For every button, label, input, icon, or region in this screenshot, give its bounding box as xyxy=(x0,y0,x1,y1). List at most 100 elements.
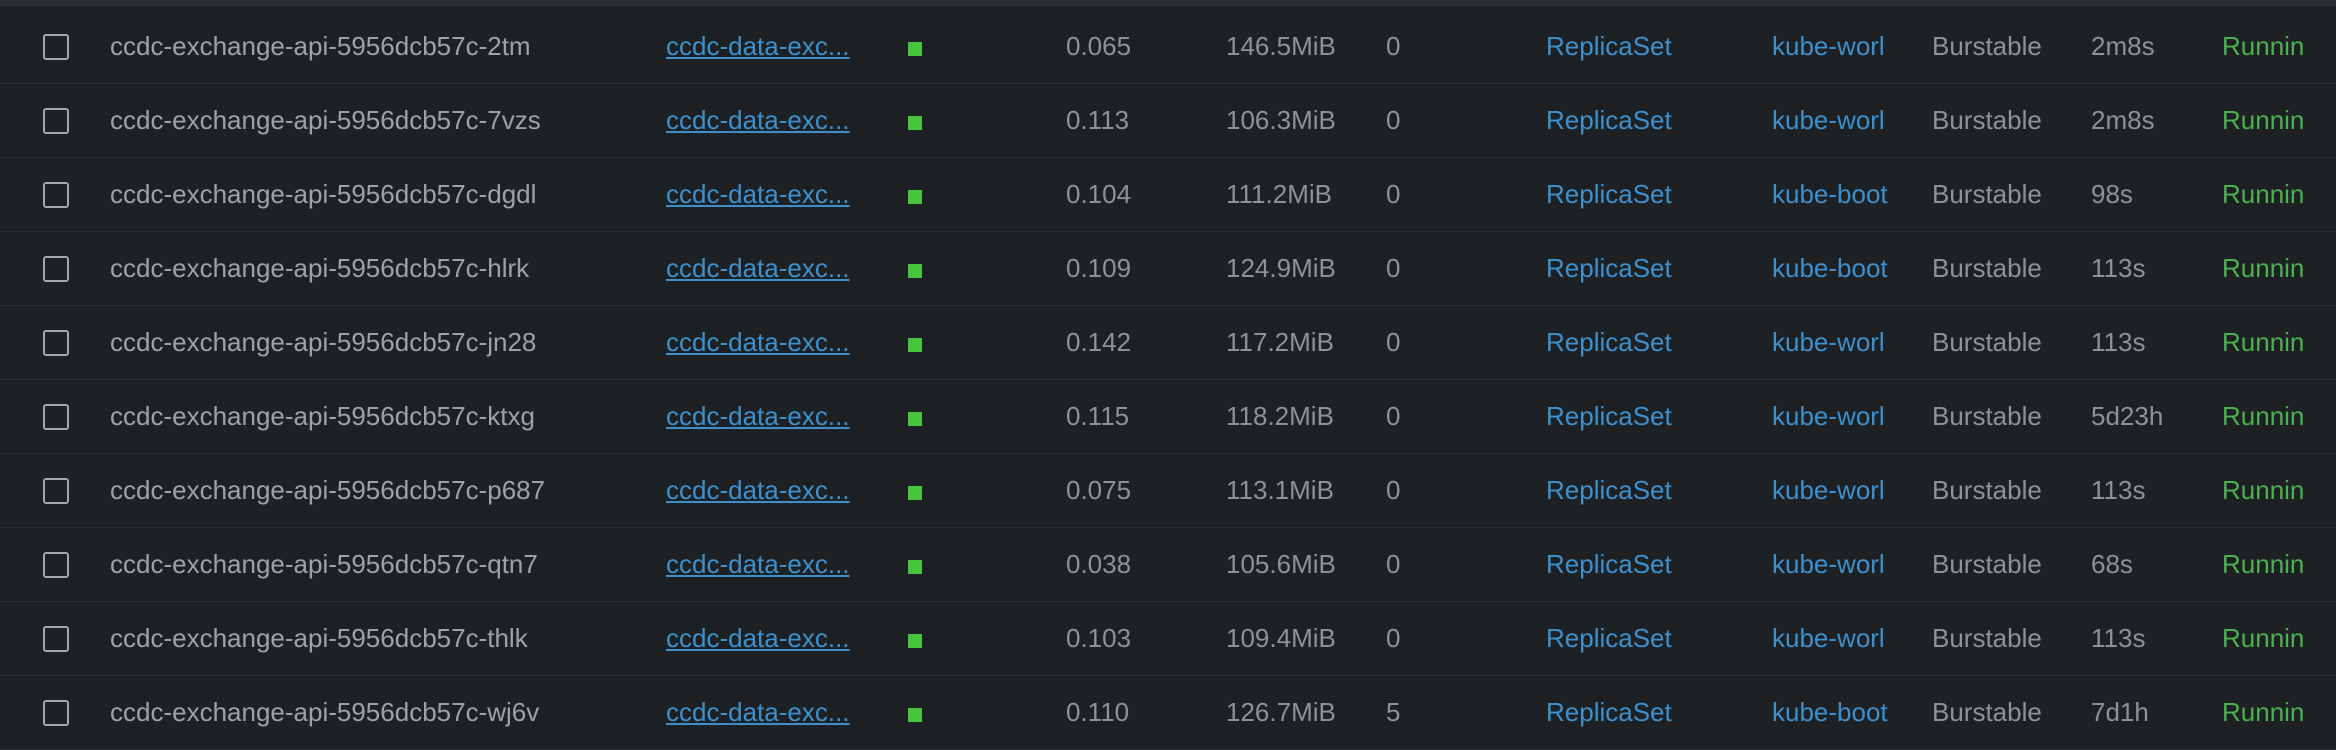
table-row[interactable]: ccdc-exchange-api-5956dcb57c-p687 ccdc-da… xyxy=(0,454,2336,528)
table-row[interactable]: ccdc-exchange-api-5956dcb57c-wj6v ccdc-da… xyxy=(0,676,2336,750)
node-link[interactable]: kube-worl xyxy=(1772,31,1885,61)
controller-link[interactable]: ccdc-data-exc... xyxy=(666,31,850,61)
row-checkbox[interactable] xyxy=(43,700,69,726)
pod-status: Runnin xyxy=(2222,179,2305,209)
pod-status: Runnin xyxy=(2222,475,2305,505)
row-checkbox[interactable] xyxy=(43,182,69,208)
container-status-icon[interactable] xyxy=(908,708,922,722)
restarts-count: 0 xyxy=(1386,549,1401,579)
node-link[interactable]: kube-worl xyxy=(1772,327,1885,357)
controlled-by-link[interactable]: ReplicaSet xyxy=(1546,697,1672,727)
pod-status: Runnin xyxy=(2222,401,2305,431)
node-link[interactable]: kube-boot xyxy=(1772,697,1888,727)
restarts-count: 5 xyxy=(1386,697,1401,727)
restarts-count: 0 xyxy=(1386,401,1401,431)
container-status-icon[interactable] xyxy=(908,264,922,278)
table-row[interactable]: ccdc-exchange-api-5956dcb57c-7vzs ccdc-da… xyxy=(0,84,2336,158)
controlled-by-link[interactable]: ReplicaSet xyxy=(1546,179,1672,209)
row-checkbox[interactable] xyxy=(43,404,69,430)
pod-status: Runnin xyxy=(2222,697,2305,727)
controlled-by-link[interactable]: ReplicaSet xyxy=(1546,253,1672,283)
table-row[interactable]: ccdc-exchange-api-5956dcb57c-jn28 ccdc-da… xyxy=(0,306,2336,380)
controlled-by-link[interactable]: ReplicaSet xyxy=(1546,105,1672,135)
controlled-by-link[interactable]: ReplicaSet xyxy=(1546,475,1672,505)
pod-age: 2m8s xyxy=(2091,31,2155,61)
pod-status: Runnin xyxy=(2222,105,2305,135)
controller-link[interactable]: ccdc-data-exc... xyxy=(666,105,850,135)
pod-status: Runnin xyxy=(2222,623,2305,653)
container-status-icon[interactable] xyxy=(908,412,922,426)
qos-class: Burstable xyxy=(1932,179,2042,209)
pod-age: 2m8s xyxy=(2091,105,2155,135)
pod-name[interactable]: ccdc-exchange-api-5956dcb57c-thlk xyxy=(110,623,528,653)
controller-link[interactable]: ccdc-data-exc... xyxy=(666,623,850,653)
container-status-icon[interactable] xyxy=(908,634,922,648)
row-checkbox[interactable] xyxy=(43,478,69,504)
row-checkbox[interactable] xyxy=(43,34,69,60)
pod-name[interactable]: ccdc-exchange-api-5956dcb57c-ktxg xyxy=(110,401,535,431)
table-row[interactable]: ccdc-exchange-api-5956dcb57c-ktxg ccdc-da… xyxy=(0,380,2336,454)
pod-age: 5d23h xyxy=(2091,401,2164,431)
pod-name[interactable]: ccdc-exchange-api-5956dcb57c-hlrk xyxy=(110,253,530,283)
node-link[interactable]: kube-worl xyxy=(1772,475,1885,505)
controller-link[interactable]: ccdc-data-exc... xyxy=(666,549,850,579)
row-checkbox[interactable] xyxy=(43,108,69,134)
node-link[interactable]: kube-boot xyxy=(1772,179,1888,209)
pod-status: Runnin xyxy=(2222,253,2305,283)
controlled-by-link[interactable]: ReplicaSet xyxy=(1546,327,1672,357)
controller-link[interactable]: ccdc-data-exc... xyxy=(666,475,850,505)
table-row[interactable]: ccdc-exchange-api-5956dcb57c-2tm ccdc-dat… xyxy=(0,10,2336,84)
table-row[interactable]: ccdc-exchange-api-5956dcb57c-thlk ccdc-da… xyxy=(0,602,2336,676)
pod-name[interactable]: ccdc-exchange-api-5956dcb57c-jn28 xyxy=(110,327,537,357)
node-link[interactable]: kube-worl xyxy=(1772,623,1885,653)
pod-name[interactable]: ccdc-exchange-api-5956dcb57c-p687 xyxy=(110,475,546,505)
table-row[interactable]: ccdc-exchange-api-5956dcb57c-dgdl ccdc-da… xyxy=(0,158,2336,232)
restarts-count: 0 xyxy=(1386,179,1401,209)
controlled-by-link[interactable]: ReplicaSet xyxy=(1546,623,1672,653)
container-status-icon[interactable] xyxy=(908,486,922,500)
table-row[interactable]: ccdc-exchange-api-5956dcb57c-qtn7 ccdc-da… xyxy=(0,528,2336,602)
container-status-icon[interactable] xyxy=(908,338,922,352)
pod-age: 113s xyxy=(2091,253,2146,283)
controller-link[interactable]: ccdc-data-exc... xyxy=(666,327,850,357)
pod-name[interactable]: ccdc-exchange-api-5956dcb57c-2tm xyxy=(110,31,531,61)
row-checkbox[interactable] xyxy=(43,256,69,282)
memory-value: 106.3MiB xyxy=(1226,105,1336,135)
container-status-icon[interactable] xyxy=(908,42,922,56)
memory-value: 126.7MiB xyxy=(1226,697,1336,727)
container-status-icon[interactable] xyxy=(908,116,922,130)
node-link[interactable]: kube-worl xyxy=(1772,549,1885,579)
memory-value: 146.5MiB xyxy=(1226,31,1336,61)
node-link[interactable]: kube-boot xyxy=(1772,253,1888,283)
node-link[interactable]: kube-worl xyxy=(1772,105,1885,135)
restarts-count: 0 xyxy=(1386,475,1401,505)
container-status-icon[interactable] xyxy=(908,190,922,204)
pod-name[interactable]: ccdc-exchange-api-5956dcb57c-wj6v xyxy=(110,697,540,727)
row-checkbox[interactable] xyxy=(43,330,69,356)
container-status-icon[interactable] xyxy=(908,560,922,574)
pod-name[interactable]: ccdc-exchange-api-5956dcb57c-qtn7 xyxy=(110,549,538,579)
pod-name[interactable]: ccdc-exchange-api-5956dcb57c-7vzs xyxy=(110,105,541,135)
pod-status: Runnin xyxy=(2222,327,2305,357)
cpu-value: 0.103 xyxy=(1066,623,1132,653)
pod-age: 98s xyxy=(2091,179,2133,209)
restarts-count: 0 xyxy=(1386,327,1401,357)
node-link[interactable]: kube-worl xyxy=(1772,401,1885,431)
controlled-by-link[interactable]: ReplicaSet xyxy=(1546,31,1672,61)
pod-status: Runnin xyxy=(2222,31,2305,61)
memory-value: 124.9MiB xyxy=(1226,253,1336,283)
row-checkbox[interactable] xyxy=(43,626,69,652)
controller-link[interactable]: ccdc-data-exc... xyxy=(666,253,850,283)
memory-value: 109.4MiB xyxy=(1226,623,1336,653)
controlled-by-link[interactable]: ReplicaSet xyxy=(1546,401,1672,431)
controller-link[interactable]: ccdc-data-exc... xyxy=(666,179,850,209)
controller-link[interactable]: ccdc-data-exc... xyxy=(666,401,850,431)
pod-name[interactable]: ccdc-exchange-api-5956dcb57c-dgdl xyxy=(110,179,537,209)
controlled-by-link[interactable]: ReplicaSet xyxy=(1546,549,1672,579)
row-checkbox[interactable] xyxy=(43,552,69,578)
qos-class: Burstable xyxy=(1932,623,2042,653)
table-row[interactable]: ccdc-exchange-api-5956dcb57c-hlrk ccdc-da… xyxy=(0,232,2336,306)
controller-link[interactable]: ccdc-data-exc... xyxy=(666,697,850,727)
cpu-value: 0.113 xyxy=(1066,105,1130,135)
